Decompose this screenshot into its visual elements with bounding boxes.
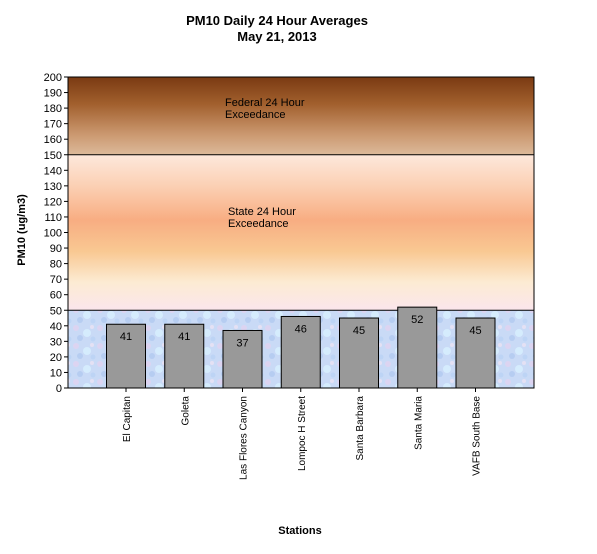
x-category-label: Santa Barbara (355, 396, 366, 461)
y-tick-label: 130 (44, 181, 62, 193)
y-tick-label: 170 (44, 119, 62, 131)
bar (164, 323, 205, 389)
bar (339, 317, 379, 389)
y-axis-label: PM10 (ug/m3) (16, 194, 28, 266)
y-tick-label: 150 (44, 150, 62, 162)
y-tick-label: 30 (50, 336, 62, 348)
y-tick-label: 140 (44, 165, 62, 177)
federal-exceedance-zone (68, 77, 534, 155)
bar-series: 41 41 37 46 45 52 45 (106, 306, 496, 389)
y-tick-label: 0 (56, 383, 62, 395)
x-category-label: Las Flores Canyon (239, 396, 250, 480)
x-axis: El Capitan Goleta Las Flores Canyon Lompoc … (122, 388, 483, 480)
x-category-label: VAFB South Base (472, 396, 483, 476)
bar-data-label: 41 (120, 331, 132, 343)
state-exceedance-zone (68, 154, 534, 311)
y-tick-label: 120 (44, 196, 62, 208)
state-zone-label-line1: State 24 Hour (228, 206, 296, 218)
chart-title: PM10 Daily 24 Hour Averages (186, 13, 368, 28)
y-tick-label: 180 (44, 103, 62, 115)
bar-data-label: 37 (236, 337, 248, 349)
bar-data-label: 52 (411, 314, 423, 326)
y-tick-label: 70 (50, 274, 62, 286)
bar (280, 315, 321, 389)
bar-data-label: 46 (295, 323, 307, 335)
plot-area-frame (67, 76, 535, 389)
bar (106, 323, 146, 389)
x-axis-label: Stations (278, 525, 321, 537)
state-zone-label-line2: Exceedance (228, 218, 289, 230)
y-axis: 0 10 20 30 40 50 60 70 80 90 100 110 120 130 140 150 160… (44, 72, 68, 395)
bar-data-label: 45 (469, 325, 481, 337)
bar-data-label: 45 (353, 325, 365, 337)
y-tick-label: 40 (50, 321, 62, 333)
y-tick-label: 190 (44, 88, 62, 100)
y-tick-label: 160 (44, 134, 62, 146)
y-tick-label: 50 (50, 305, 62, 317)
x-category-label: El Capitan (122, 396, 133, 442)
y-tick-label: 90 (50, 243, 62, 255)
federal-zone-label-line2: Exceedance (225, 109, 286, 121)
x-category-label: Santa Maria (413, 396, 424, 450)
y-tick-label: 200 (44, 72, 62, 84)
x-category-label: Lompoc H Street (297, 396, 308, 471)
y-tick-label: 10 (50, 367, 62, 379)
federal-zone-label-line1: Federal 24 Hour (225, 97, 305, 109)
y-tick-label: 110 (44, 212, 62, 224)
bar-data-label: 41 (178, 331, 190, 343)
x-category-label: Goleta (180, 396, 191, 426)
bar (222, 329, 263, 389)
y-tick-label: 60 (50, 290, 62, 302)
y-tick-label: 80 (50, 259, 62, 271)
y-tick-label: 20 (50, 352, 62, 364)
bar (397, 306, 438, 389)
y-tick-label: 100 (44, 228, 62, 240)
chart-subtitle: May 21, 2013 (237, 29, 317, 44)
